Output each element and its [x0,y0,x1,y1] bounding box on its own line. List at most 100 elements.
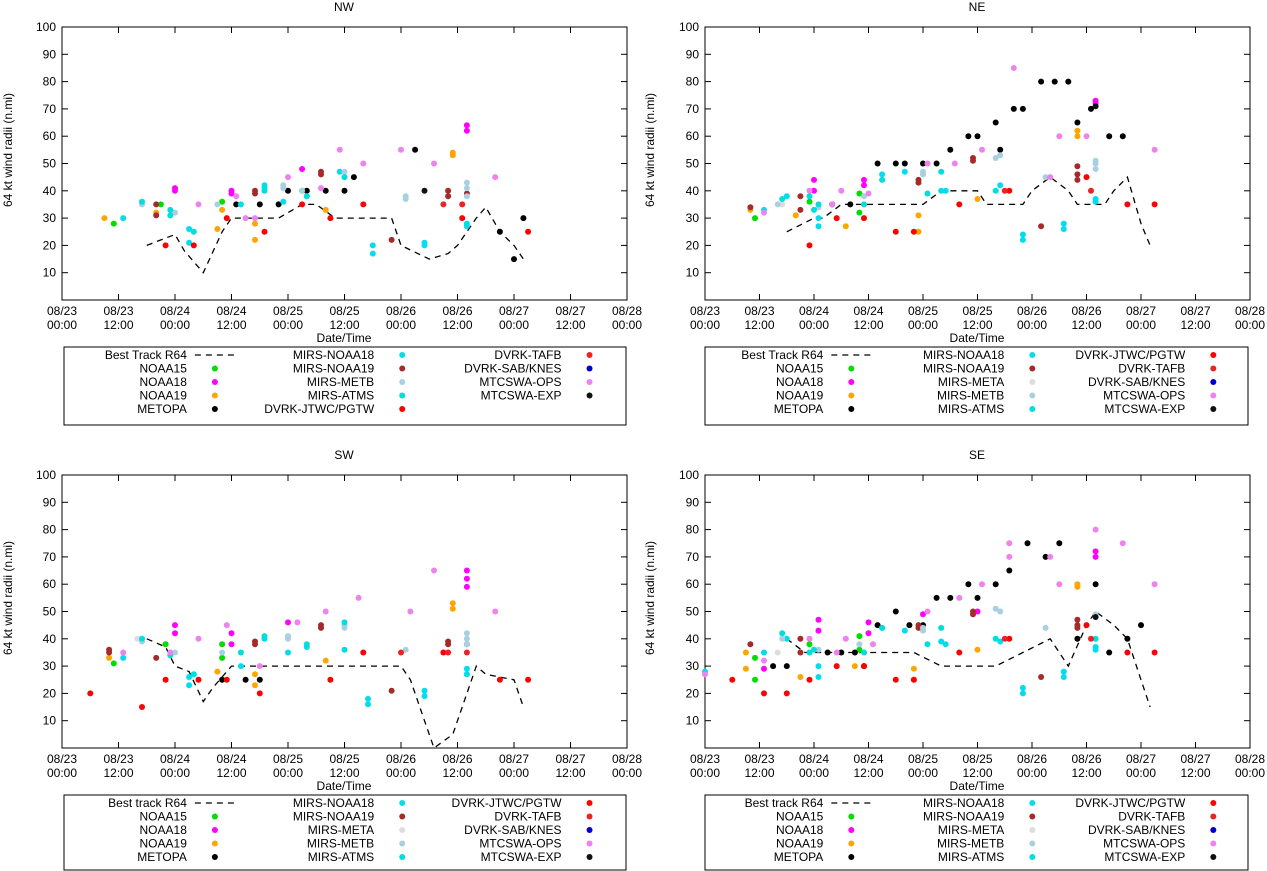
legend-marker-noaa15 [211,365,218,372]
point-mirs-noaa19 [445,193,452,200]
point-mirs-metb [402,193,409,200]
point-mirs-noaa19 [388,687,395,694]
x-tick-label-time: 00:00 [499,766,529,780]
point-metopa [1106,133,1113,140]
point-mirs-atms [139,198,145,205]
x-tick-label-date: 08/25 [962,304,992,318]
point-metopa [341,187,348,194]
legend-label: MTCSWA-EXP [481,850,562,864]
legend-label: MIRS-NOAA18 [923,796,1005,810]
legend-label: NOAA15 [140,362,188,376]
legend-marker-mirs-atms [1029,406,1036,412]
legend-label: MTCSWA-OPS [479,375,561,389]
legend-marker-mirs-meta [1029,379,1036,385]
point-metopa [322,187,329,194]
point-mtcswa-ops [195,635,202,642]
point-mirs-noaa18 [1092,646,1099,653]
point-mtcswa-ops [398,146,404,153]
point-mirs-noaa19 [153,654,160,661]
point-noaa18 [865,619,872,626]
point-mirs-atms [811,646,817,653]
legend-marker-mirs-noaa18 [399,800,406,806]
point-mirs-metb [299,187,306,194]
y-tick-label: 90 [43,495,57,509]
point-dvrk-jtwc-pgtw [223,215,230,222]
point-noaa15 [856,209,863,216]
legend-frame [704,794,1249,871]
point-dvrk-jtwc-pgtw [162,676,169,683]
point-mirs-noaa18 [285,649,291,656]
x-tick-label-date: 08/24 [853,304,883,318]
x-tick-label-date: 08/26 [1071,304,1101,318]
point-metopa [256,676,263,683]
y-axis-label: 64 kt wind radii (n.mi) [643,541,657,655]
legend-marker-mtcswa-exp [586,392,593,399]
point-dvrk-jtwc-pgtw [892,228,899,235]
legend-label: METOPA [137,850,187,864]
point-noaa19 [742,649,749,656]
legend-label: MIRS-NOAA19 [293,362,375,376]
point-mirs-metb [992,605,999,612]
point-mirs-noaa18 [901,627,908,634]
legend-marker-mtcswa-exp [586,854,593,860]
y-tick-label: 10 [686,714,700,728]
point-dvrk-jtwc-pgtw [729,676,736,683]
point-mirs-noaa18 [1060,220,1067,227]
point-mtcswa-ops [242,215,249,222]
point-mirs-noaa19 [797,193,804,200]
x-tick-label-time: 12:00 [329,766,359,780]
point-mtcswa-ops [336,146,343,153]
point-mtcswa-ops [806,187,813,194]
point-mtcswa-ops [833,649,840,656]
point-noaa18 [815,616,822,623]
point-mtcswa-ops [256,663,263,670]
point-noaa18 [228,641,235,648]
point-mirs-noaa19 [1074,176,1081,183]
point-mirs-metb [1042,174,1049,181]
legend-label: NOAA15 [140,810,188,824]
point-mirs-noaa19 [153,201,160,208]
x-tick-label-date: 08/27 [499,304,529,318]
legend-marker-mirs-metb [1029,392,1036,399]
legend-marker-mtcswa-exp [1210,406,1217,412]
point-mirs-noaa18 [1060,226,1067,232]
point-mirs-noaa18 [120,654,127,661]
legend-marker-mirs-noaa18 [1029,352,1036,358]
point-mtcswa-ops [1006,540,1013,547]
point-noaa18 [172,185,178,192]
point-noaa15 [219,641,226,648]
y-tick-label: 70 [43,550,57,564]
point-mirs-noaa18 [1019,236,1026,243]
y-tick-label: 100 [679,468,699,482]
legend-label: DVRK-SAB/KNES [464,362,561,376]
legend-marker-dvrk-sab-knes [586,827,593,833]
x-tick-label-date: 08/25 [273,752,303,766]
point-dvrk-jtwc-pgtw [327,215,334,222]
point-mtcswa-ops [360,160,367,167]
point-mirs-metb [463,193,470,200]
point-mtcswa-ops [195,201,202,208]
point-metopa [974,133,981,140]
plot-area: 10203040506070809010008/2300:0008/2312:0… [36,20,642,332]
point-metopa [901,160,908,167]
y-tick-label: 100 [36,468,56,482]
point-mirs-noaa18 [1019,231,1026,238]
y-tick-label: 30 [43,211,57,225]
point-dvrk-jtwc-pgtw [910,676,917,683]
legend-label: METOPA [774,850,824,864]
point-metopa [847,201,854,208]
point-dvrk-jtwc-pgtw [256,690,263,697]
legend-label: DVRK-JTWC/PGTW [1075,348,1186,362]
point-metopa [1092,581,1099,588]
x-tick-label-date: 08/26 [386,752,416,766]
point-mirs-metb [1042,624,1049,631]
x-tick-label-time: 00:00 [612,766,642,780]
legend-marker-mtcswa-ops [1210,840,1217,847]
point-mirs-noaa19 [1074,163,1081,170]
x-axis-label: Date/Time [950,331,1005,345]
point-noaa19 [252,671,258,678]
point-mirs-noaa19 [1074,171,1081,178]
point-noaa19 [449,149,456,156]
x-tick-label-date: 08/23 [690,304,720,318]
legend-marker-mirs-noaa19 [1029,365,1036,372]
